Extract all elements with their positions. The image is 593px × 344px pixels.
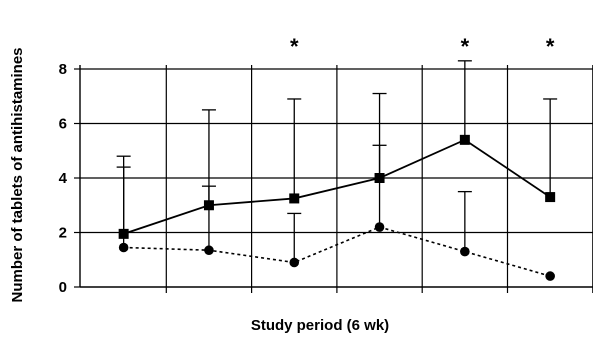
circle-marker <box>374 222 385 232</box>
circle-marker <box>118 242 129 253</box>
error-bars <box>116 60 558 263</box>
circle-marker <box>204 245 214 256</box>
circle-marker <box>460 246 470 257</box>
y-tick-label: 8 <box>59 61 67 78</box>
circle-marker <box>545 271 555 281</box>
y-tick-label: 2 <box>59 225 67 242</box>
square-marker <box>118 228 129 239</box>
series-lines <box>123 138 551 277</box>
series-line-circle <box>123 226 551 277</box>
significance-markers: * * * <box>290 34 555 59</box>
significance-star: * <box>461 34 470 59</box>
data-markers <box>118 134 556 281</box>
y-tick-label: 0 <box>59 279 67 296</box>
y-tick-label: 6 <box>59 116 67 133</box>
square-marker <box>289 193 300 204</box>
square-marker <box>545 192 556 203</box>
axes <box>74 65 593 288</box>
square-marker <box>374 173 385 183</box>
series-line-square <box>123 138 551 235</box>
square-marker <box>459 134 470 145</box>
y-tick-label: 4 <box>59 170 68 187</box>
y-axis-title: Number of tablets of antihistamines <box>9 47 26 302</box>
circle-marker <box>289 257 300 268</box>
significance-star: * <box>546 34 555 59</box>
x-axis-title: Study period (6 wk) <box>251 317 389 334</box>
tick-labels: 0 2 4 6 8 <box>59 61 68 296</box>
grid-lines <box>80 65 593 293</box>
square-marker <box>203 200 214 211</box>
significance-star: * <box>290 34 299 59</box>
